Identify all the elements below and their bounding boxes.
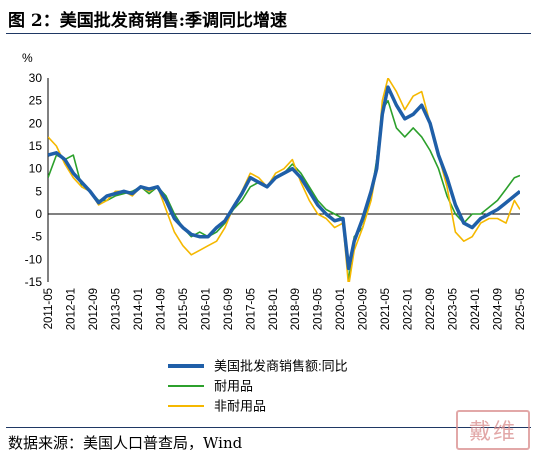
x-tick-label: 2017-05 — [245, 288, 257, 330]
y-tick-label: -5 — [31, 230, 42, 244]
page-title: 图 2：美国批发商销售:季调同比增速 — [8, 11, 288, 31]
legend-label-2: 非耐用品 — [214, 399, 266, 414]
footer-divider — [6, 427, 531, 428]
x-tick-label: 2014-01 — [133, 288, 145, 330]
y-tick-label: -10 — [25, 252, 43, 266]
x-tick-label: 2022-01 — [403, 288, 415, 330]
x-tick-label: 2025-05 — [515, 288, 527, 330]
x-tick-label: 2012-09 — [88, 288, 100, 330]
x-tick-label: 2018-01 — [268, 288, 280, 330]
watermark-stamp: 戴维 — [456, 410, 530, 450]
x-tick-label: 2013-05 — [110, 288, 122, 330]
legend-label-1: 耐用品 — [214, 379, 253, 394]
x-tick-label: 2012-01 — [65, 288, 77, 330]
y-tick-label: 0 — [35, 207, 42, 221]
x-tick-label: 2021-05 — [380, 288, 392, 330]
x-tick-label: 2024-01 — [470, 288, 482, 330]
series-line-0 — [48, 85, 520, 271]
x-tick-label: 2022-09 — [425, 288, 437, 330]
x-tick-label: 2016-01 — [200, 288, 212, 330]
title-divider — [6, 33, 531, 34]
x-tick-label: 2020-09 — [358, 288, 370, 330]
x-tick-label: 2023-05 — [448, 288, 460, 330]
y-tick-label: 20 — [29, 116, 43, 130]
legend-label-0: 美国批发商销售额:同比 — [214, 359, 348, 374]
y-tick-label: 10 — [29, 162, 43, 176]
x-tick-label: 2016-09 — [223, 288, 235, 330]
y-tick-label: 5 — [35, 184, 42, 198]
y-axis-label: % — [22, 51, 33, 65]
y-tick-label: 15 — [29, 139, 43, 153]
x-tick-label: 2018-09 — [290, 288, 302, 330]
x-tick-label: 2014-09 — [155, 288, 167, 330]
y-tick-label: 25 — [29, 94, 43, 108]
line-chart: % -15 -10 -5 0 5 10 15 20 25 30 2011-05 2012-01 201… — [22, 51, 527, 414]
y-tick-label: 30 — [29, 71, 43, 85]
x-tick-label: 2020-01 — [335, 288, 347, 330]
x-tick-label: 2015-05 — [178, 288, 190, 330]
y-tick-label: -15 — [25, 275, 43, 289]
x-tick-label: 2011-05 — [43, 288, 55, 329]
x-tick-label: 2024-09 — [493, 288, 505, 330]
source-note: 数据来源：美国人口普查局，Wind — [8, 434, 243, 452]
x-tick-label: 2019-05 — [313, 288, 325, 330]
